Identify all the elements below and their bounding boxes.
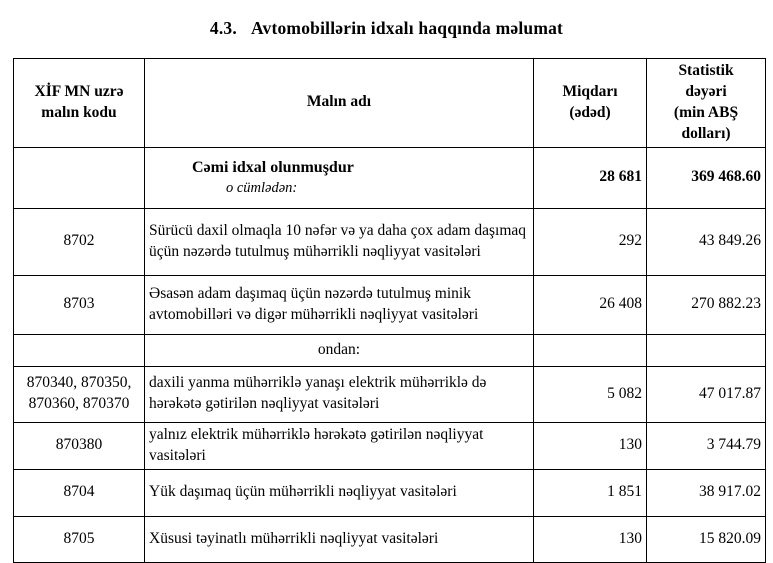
header-name: Malın adı [144,58,534,148]
table-row-8702: 8702 Sürücü daxil olmaqla 10 nəfər və ya… [13,207,766,276]
cell-value: 43 849.26 [646,207,766,276]
cell-code: 8703 [13,274,145,335]
header-value: Statistik dəyəri (min ABŞ dolları) [646,58,766,148]
table-row-8704: 8704 Yük daşımaq üçün mühərrikli nəqliyy… [13,468,766,517]
table-row-8703: 8703 Əsasən adam daşımaq üçün nəzərdə tu… [13,274,766,335]
import-table: XİF MN uzrə malın kodu Malın adı Miqdarı… [13,58,766,563]
cell-quantity: 130 [533,515,647,563]
cell-code: 870340, 870350, 870360, 870370 [13,365,145,423]
total-sublabel: o cümlədən: [226,179,298,196]
cell-quantity: 5 082 [533,365,647,423]
cell-quantity: 292 [533,207,647,276]
cell-code [13,333,145,367]
cell-code: 870380 [13,421,145,470]
table-row-total: Cəmi idxal olunmuşdur o cümlədən: 28 681… [13,146,766,209]
cell-value: 270 882.23 [646,274,766,335]
table-row-electric: 870380 yalnız elektrik mühərriklə hərəkə… [13,421,766,470]
cell-code: 8702 [13,207,145,276]
table-header-row: XİF MN uzrə malın kodu Malın adı Miqdarı… [13,58,766,148]
cell-quantity: 130 [533,421,647,470]
cell-name: Xüsusi təyinatlı mühərrikli nəqliyyat va… [144,515,534,563]
section-title: 4.3. Avtomobillərin idxalı haqqında məlum… [0,18,773,39]
cell-name: daxili yanma mühərriklə yanaşı elektrik … [144,365,534,423]
subheader-label: ondan: [144,333,534,367]
cell-value: 3 744.79 [646,421,766,470]
cell-value: 15 820.09 [646,515,766,563]
cell-value: 369 468.60 [646,146,766,209]
cell-code: 8704 [13,468,145,517]
cell-name: Yük daşımaq üçün mühərrikli nəqliyyat va… [144,468,534,517]
cell-quantity [533,333,647,367]
cell-name: Sürücü daxil olmaqla 10 nəfər və ya daha… [144,207,534,276]
header-quantity: Miqdarı (ədəd) [533,58,647,148]
cell-value [646,333,766,367]
section-title-text: Avtomobillərin idxalı haqqında məlumat [250,18,564,38]
table-row-hybrid: 870340, 870350, 870360, 870370 daxili ya… [13,365,766,423]
section-number: 4.3. [209,18,237,38]
cell-code [13,146,145,209]
total-label: Cəmi idxal olunmuşdur [192,159,354,177]
cell-quantity: 28 681 [533,146,647,209]
cell-value: 38 917.02 [646,468,766,517]
cell-value: 47 017.87 [646,365,766,423]
cell-name: yalnız elektrik mühərriklə hərəkətə gəti… [144,421,534,470]
cell-name: Cəmi idxal olunmuşdur o cümlədən: [144,146,534,209]
cell-code: 8705 [13,515,145,563]
cell-name: Əsasən adam daşımaq üçün nəzərdə tutulmu… [144,274,534,335]
table-row-ondan: ondan: [13,333,766,367]
cell-quantity: 26 408 [533,274,647,335]
cell-quantity: 1 851 [533,468,647,517]
header-code: XİF MN uzrə malın kodu [13,58,145,148]
table-row-8705: 8705 Xüsusi təyinatlı mühərrikli nəqliyy… [13,515,766,563]
